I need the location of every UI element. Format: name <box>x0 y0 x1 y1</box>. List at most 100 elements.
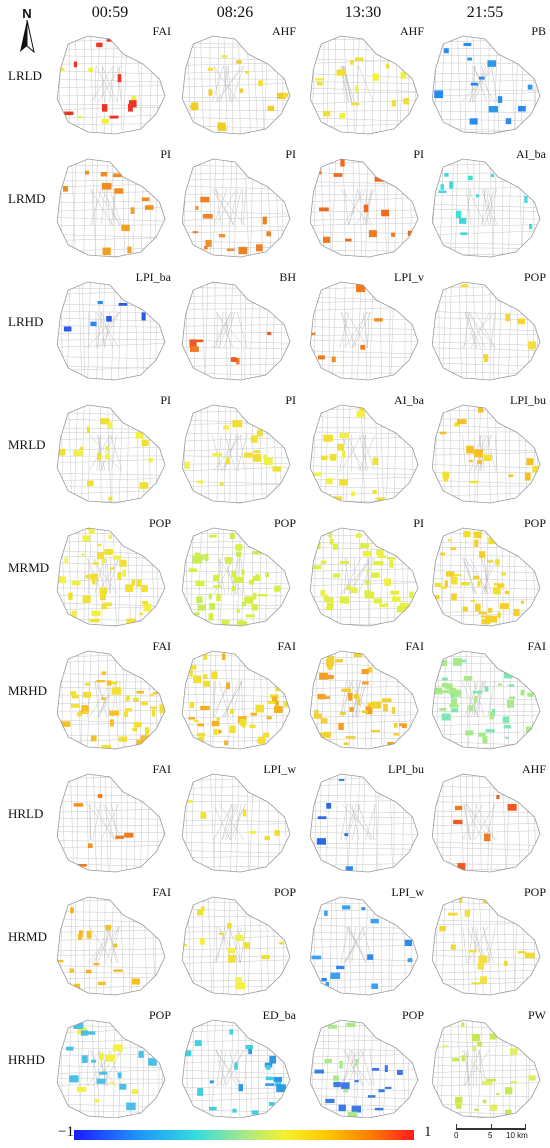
map-block <box>125 584 134 592</box>
map-block <box>126 695 130 699</box>
map-panel <box>56 158 166 258</box>
map-block <box>245 614 255 618</box>
map-block <box>359 406 366 411</box>
map-block <box>325 607 330 611</box>
map-block <box>439 708 447 711</box>
map-block <box>384 1065 388 1073</box>
map-block <box>83 691 92 698</box>
map-block <box>501 572 506 576</box>
map-block <box>109 567 115 570</box>
map-block <box>101 558 106 563</box>
map-block <box>253 438 258 443</box>
map-block <box>334 659 344 663</box>
map-block <box>469 118 478 125</box>
map-block <box>73 983 81 991</box>
map-block <box>194 612 200 616</box>
map-block <box>97 300 103 305</box>
map-block <box>441 1045 449 1048</box>
map-block <box>462 606 468 612</box>
map-block <box>345 238 352 242</box>
city-outline <box>181 1019 291 1118</box>
map-block <box>456 1104 462 1109</box>
map-block <box>217 729 222 734</box>
colorbar-max-label: 1 <box>424 1124 432 1140</box>
panel-label: LPI_v <box>394 270 424 284</box>
map-block <box>221 55 228 58</box>
row-label-mrmd: MRMD <box>8 560 50 575</box>
map-block <box>249 724 256 728</box>
map-block <box>509 696 516 699</box>
map-block <box>266 231 272 237</box>
map-block <box>101 182 112 190</box>
map-block <box>69 1075 79 1083</box>
city-outline <box>181 281 291 381</box>
map-panel <box>309 1019 419 1118</box>
map-block <box>392 707 396 714</box>
map-block <box>71 580 81 586</box>
map-block <box>111 681 118 685</box>
map-block <box>152 692 162 695</box>
map-block <box>434 90 444 99</box>
map-block <box>101 697 106 700</box>
map-block <box>196 909 204 916</box>
map-block <box>265 1083 275 1086</box>
map-block <box>141 197 150 201</box>
map-block <box>69 968 75 973</box>
map-block <box>97 452 102 461</box>
map-block <box>338 1104 346 1112</box>
map-block <box>232 420 243 428</box>
panel-label: LPI_ba <box>135 270 171 284</box>
map-block <box>124 711 129 718</box>
map-block <box>239 718 247 726</box>
map-block <box>191 102 199 111</box>
map-block <box>231 586 236 591</box>
map-block <box>251 1110 259 1115</box>
map-block <box>70 907 74 914</box>
map-block <box>477 407 484 413</box>
map-block <box>477 460 482 464</box>
map-block <box>96 42 103 48</box>
map-block <box>371 572 380 578</box>
map-block <box>108 534 112 539</box>
map-block <box>131 95 137 100</box>
map-block <box>94 1099 99 1103</box>
map-block <box>333 173 343 177</box>
map-block <box>396 605 407 613</box>
map-block <box>351 587 358 593</box>
city-outline <box>309 527 419 627</box>
map-block <box>440 690 450 694</box>
city-outline <box>181 650 291 750</box>
map-block <box>190 664 197 670</box>
map-block <box>68 592 73 600</box>
map-block <box>324 1058 332 1064</box>
map-block <box>490 615 498 623</box>
map-block <box>479 551 486 558</box>
map-block <box>71 610 76 619</box>
map-block <box>361 668 369 675</box>
map-block <box>471 982 482 985</box>
map-block <box>527 341 536 350</box>
map-block <box>318 732 326 740</box>
map-block <box>81 705 89 712</box>
map-block <box>90 735 97 742</box>
map-block <box>213 728 218 736</box>
map-block <box>498 683 502 686</box>
map-block <box>73 1022 84 1029</box>
map-panel <box>181 1019 291 1118</box>
map-block <box>469 459 473 463</box>
row-label-lrmd: LRMD <box>8 191 46 206</box>
map-block <box>106 680 112 686</box>
map-block <box>141 584 148 593</box>
map-block <box>232 1108 237 1113</box>
map-block <box>495 559 500 566</box>
map-block <box>159 706 166 714</box>
map-block <box>211 720 220 727</box>
map-block <box>373 561 384 566</box>
map-block <box>454 422 460 427</box>
map-block <box>340 159 345 167</box>
panel-label: POP <box>148 516 171 530</box>
map-block <box>460 284 469 288</box>
map-block <box>87 843 93 848</box>
map-block <box>252 576 261 582</box>
map-block <box>487 60 497 67</box>
